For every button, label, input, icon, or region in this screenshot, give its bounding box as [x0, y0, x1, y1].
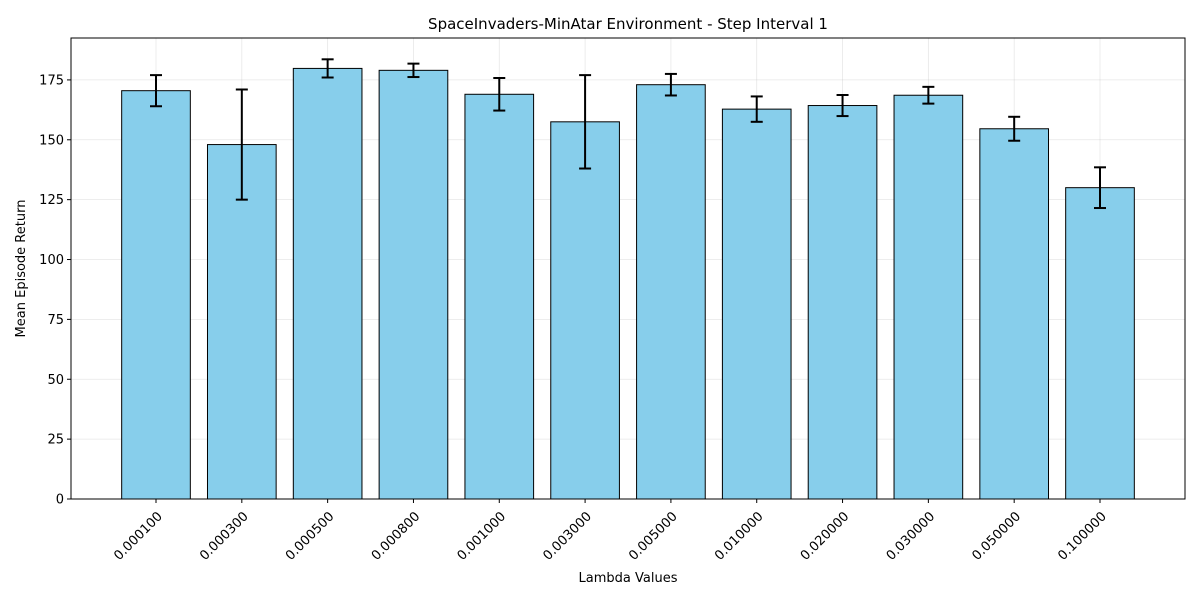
bar-0.100000	[1065, 187, 1135, 500]
y-tick-label: 150	[39, 133, 64, 148]
bar-0.005000	[636, 84, 706, 500]
x-axis-label: Lambda Values	[579, 571, 678, 586]
x-tick-label: 0.001000	[455, 509, 509, 563]
y-tick-label: 100	[39, 253, 64, 268]
x-axis-ticks: 0.000100 0.000300 0.000500 0.000800 0.001000…	[111, 499, 1110, 564]
y-axis-ticks: 0 25 50 75 100 125 150 175	[39, 73, 71, 508]
y-tick-label: 175	[39, 73, 64, 88]
bars	[121, 67, 1135, 500]
y-tick-label: 0	[56, 493, 64, 508]
bar-0.001000	[464, 93, 535, 500]
y-axis-label: Mean Episode Return	[14, 200, 29, 338]
x-tick-label: 0.003000	[540, 509, 594, 563]
y-tick-label: 125	[39, 193, 64, 208]
plot-frame	[70, 37, 1186, 500]
x-tick-label: 0.030000	[884, 509, 938, 563]
x-tick-label: 0.100000	[1055, 509, 1109, 563]
x-tick-label: 0.010000	[712, 509, 766, 563]
y-tick-label: 25	[47, 433, 64, 448]
x-tick-label: 0.050000	[970, 509, 1024, 563]
bar-0.003000	[550, 121, 620, 500]
bar-0.030000	[893, 94, 964, 500]
bar-0.000500	[292, 67, 363, 500]
x-tick-label: 0.000500	[283, 509, 337, 563]
x-tick-label: 0.020000	[798, 509, 852, 563]
x-tick-label: 0.000300	[197, 509, 251, 563]
bar-0.000300	[206, 144, 277, 500]
bar-0.050000	[979, 128, 1050, 500]
bar-0.000100	[121, 90, 191, 500]
error-bars	[150, 58, 1106, 210]
bar-0.010000	[721, 108, 792, 500]
y-tick-label: 50	[47, 373, 64, 388]
y-tick-label: 75	[47, 313, 64, 328]
x-tick-label: 0.000800	[369, 509, 423, 563]
chart-title: SpaceInvaders-MinAtar Environment - Step…	[428, 15, 828, 33]
bar-0.000800	[378, 69, 449, 500]
bar-0.020000	[807, 105, 878, 500]
x-tick-label: 0.000100	[111, 509, 165, 563]
x-tick-label: 0.005000	[626, 509, 680, 563]
